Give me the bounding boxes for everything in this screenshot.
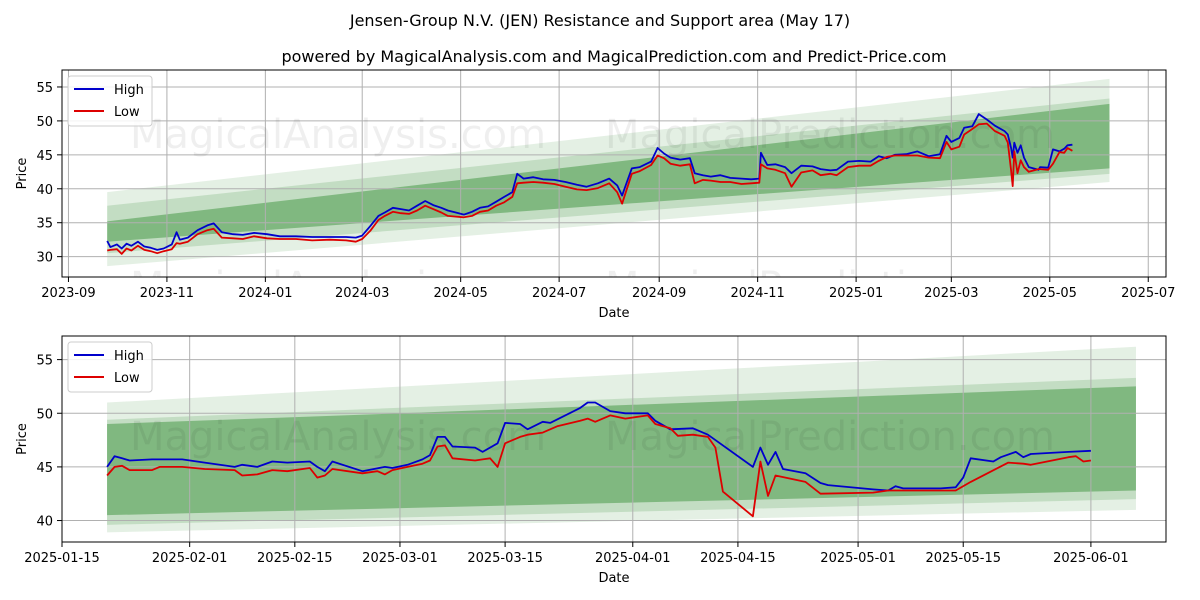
x-tick-label: 2024-05 [434, 286, 488, 301]
x-tick-label: 2025-03 [924, 286, 978, 301]
x-tick-label: 2025-04-15 [700, 551, 776, 566]
legend-label-high: High [114, 83, 144, 98]
x-tick-label: 2024-09 [632, 286, 686, 301]
y-tick-label: 35 [36, 217, 53, 232]
y-tick-label: 45 [36, 149, 53, 164]
y-tick-label: 40 [36, 183, 53, 198]
y-tick-label: 45 [36, 461, 53, 476]
watermark-text: MagicalAnalysis.com [130, 414, 546, 460]
series-line-low [106, 414, 1092, 518]
inner-band [107, 386, 1136, 516]
y-tick-label: 55 [36, 81, 53, 96]
x-tick-label: 2024-07 [532, 286, 586, 301]
legend-label-low: Low [114, 105, 140, 120]
y-axis-label: Price [15, 158, 30, 190]
y-axis-label: Price [15, 423, 30, 455]
x-tick-label: 2025-04-01 [595, 551, 671, 566]
middle-band [107, 377, 1136, 525]
watermark-text: MagicalAnalysis.com [130, 112, 546, 158]
plot-frame [61, 335, 1167, 543]
x-tick-label: 2025-01-15 [24, 551, 100, 566]
x-tick-label: 2023-11 [140, 286, 194, 301]
x-tick-label: 2025-05-01 [820, 551, 896, 566]
x-tick-label: 2025-05-15 [925, 551, 1001, 566]
x-tick-label: 2025-02-15 [257, 551, 333, 566]
y-tick-label: 50 [36, 407, 53, 422]
middle-band [107, 98, 1110, 254]
outer-band [107, 346, 1136, 533]
y-tick-label: 50 [36, 115, 53, 130]
chart-subtitle: powered by MagicalAnalysis.com and Magic… [281, 47, 946, 66]
watermark-text: MagicalAnalysis.com [130, 264, 546, 310]
x-tick-label: 2025-03-01 [362, 551, 438, 566]
plot-frame [61, 69, 1167, 278]
top-panel: MagicalAnalysis.com MagicalPrediction.com… [15, 69, 1175, 321]
series-line-high [106, 401, 1091, 492]
x-tick-label: 2024-03 [335, 286, 389, 301]
legend: High Low [67, 341, 153, 393]
x-tick-label: 2025-06-01 [1053, 551, 1129, 566]
series-line-high [106, 113, 1073, 251]
watermark-text: MagicalPrediction.com [605, 414, 1055, 460]
legend-label-high: High [114, 349, 144, 364]
x-tick-label: 2024-01 [238, 286, 292, 301]
watermark-text: MagicalPrediction.com [605, 264, 1055, 310]
y-tick-label: 55 [36, 354, 53, 369]
y-tick-label: 30 [36, 251, 53, 266]
legend-label-low: Low [114, 371, 140, 386]
x-tick-label: 2025-03-15 [467, 551, 543, 566]
x-axis-label: Date [598, 571, 629, 586]
x-tick-label: 2024-11 [730, 286, 784, 301]
x-tick-label: 2023-09 [41, 286, 95, 301]
series-line-low [107, 122, 1073, 255]
x-tick-label: 2025-05 [1023, 286, 1077, 301]
outer-band [107, 78, 1110, 267]
x-tick-label: 2025-01 [829, 286, 883, 301]
chart-title: Jensen-Group N.V. (JEN) Resistance and S… [349, 11, 850, 30]
x-axis-label: Date [598, 306, 629, 321]
watermark-text: MagicalPrediction.com [605, 112, 1055, 158]
x-tick-label: 2025-07 [1121, 286, 1175, 301]
bottom-panel: MagicalAnalysis.com MagicalPrediction.com… [15, 335, 1167, 586]
legend: High Low [67, 75, 153, 127]
y-tick-label: 40 [36, 515, 53, 530]
x-tick-label: 2025-02-01 [152, 551, 228, 566]
inner-band [107, 103, 1110, 242]
